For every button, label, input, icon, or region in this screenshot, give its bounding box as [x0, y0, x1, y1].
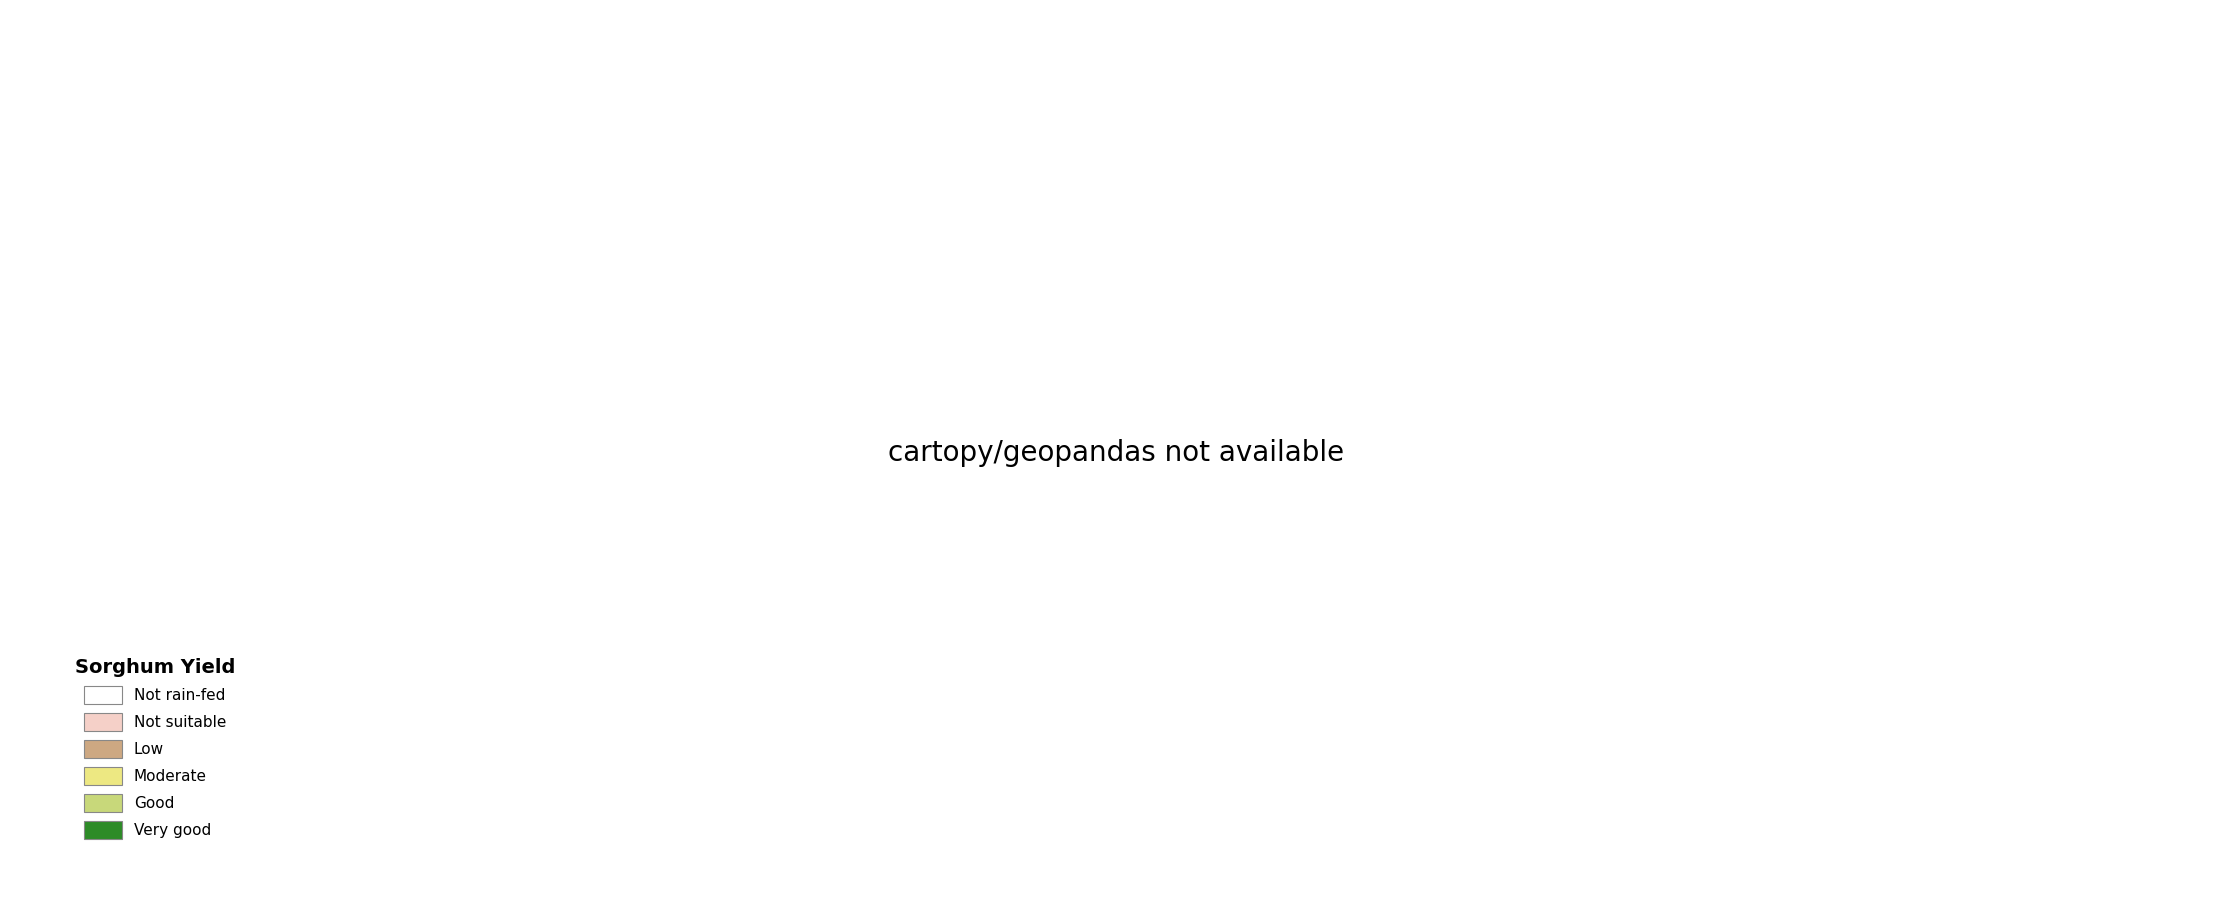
- Text: cartopy/geopandas not available: cartopy/geopandas not available: [888, 439, 1344, 467]
- Legend: Not rain-fed, Not suitable, Low, Moderate, Good, Very good: Not rain-fed, Not suitable, Low, Moderat…: [62, 646, 248, 852]
